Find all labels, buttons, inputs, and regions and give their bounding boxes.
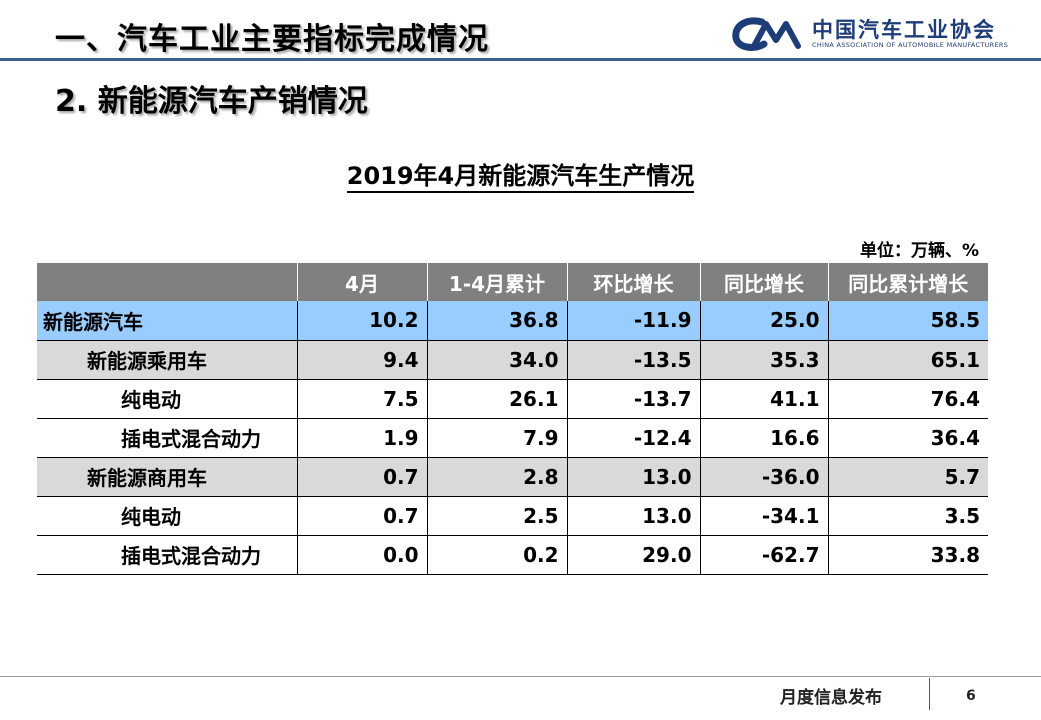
table-row: 新能源汽车 10.2 36.8 -11.9 25.0 58.5 — [37, 301, 988, 341]
production-table: 4月 1-4月累计 环比增长 同比增长 同比累计增长 新能源汽车 10.2 36… — [37, 263, 988, 575]
table-cell: 29.0 — [567, 535, 701, 575]
page-number: 6 — [966, 688, 976, 704]
table-cell: 9.4 — [297, 340, 428, 380]
slide-header-title: 一、汽车工业主要指标完成情况 — [55, 22, 489, 57]
table-title-text: 2019年4月新能源汽车生产情况 — [346, 162, 695, 193]
table-header-row: 4月 1-4月累计 环比增长 同比增长 同比累计增长 — [37, 263, 988, 301]
table-title: 2019年4月新能源汽车生产情况 — [0, 156, 1041, 193]
table-cell: 3.5 — [828, 496, 988, 536]
table-cell: -12.4 — [567, 418, 701, 458]
table-row: 插电式混合动力 1.9 7.9 -12.4 16.6 36.4 — [37, 418, 988, 458]
header-divider — [0, 58, 1041, 61]
table-cell: -13.7 — [567, 379, 701, 419]
table-cell: 13.0 — [567, 457, 701, 497]
column-header: 4月 — [297, 263, 428, 301]
footer-divider — [0, 676, 1041, 677]
logo-text-cn: 中国汽车工业协会 — [812, 18, 996, 42]
column-header: 同比累计增长 — [828, 263, 988, 301]
table-cell: -13.5 — [567, 340, 701, 380]
table-cell: 41.1 — [700, 379, 829, 419]
table-cell: 0.7 — [297, 496, 428, 536]
footer-text: 月度信息发布 — [780, 688, 882, 708]
table-cell: 33.8 — [828, 535, 988, 575]
table-cell: 34.0 — [427, 340, 568, 380]
logo-text-en: CHINA ASSOCIATION OF AUTOMOBILE MANUFACT… — [812, 41, 1009, 49]
column-header: 同比增长 — [700, 263, 829, 301]
table-cell: 1.9 — [297, 418, 428, 458]
table-cell: -11.9 — [567, 301, 701, 341]
column-header — [37, 263, 298, 301]
table-cell: 7.5 — [297, 379, 428, 419]
row-label: 纯电动 — [37, 496, 298, 536]
table-row: 纯电动 7.5 26.1 -13.7 41.1 76.4 — [37, 379, 988, 419]
section-title: 2. 新能源汽车产销情况 — [55, 84, 368, 119]
table-cell: 36.4 — [828, 418, 988, 458]
table-cell: 0.0 — [297, 535, 428, 575]
table-cell: -62.7 — [700, 535, 829, 575]
unit-label: 单位：万辆、% — [859, 241, 979, 261]
table-cell: 26.1 — [427, 379, 568, 419]
table-row: 纯电动 0.7 2.5 13.0 -34.1 3.5 — [37, 496, 988, 536]
row-label: 新能源乘用车 — [37, 340, 298, 380]
row-label: 插电式混合动力 — [37, 535, 298, 575]
table-cell: -34.1 — [700, 496, 829, 536]
table-cell: 16.6 — [700, 418, 829, 458]
table-cell: 58.5 — [828, 301, 988, 341]
table-cell: 35.3 — [700, 340, 829, 380]
row-label: 新能源汽车 — [37, 301, 298, 341]
table-cell: -36.0 — [700, 457, 829, 497]
row-label: 纯电动 — [37, 379, 298, 419]
footer-separator — [929, 678, 930, 710]
cam-logo: 中国汽车工业协会 CHINA ASSOCIATION OF AUTOMOBILE… — [732, 14, 1008, 54]
table-cell: 65.1 — [828, 340, 988, 380]
table-cell: 2.5 — [427, 496, 568, 536]
table-cell: 36.8 — [427, 301, 568, 341]
table-cell: 25.0 — [700, 301, 829, 341]
table-row: 新能源商用车 0.7 2.8 13.0 -36.0 5.7 — [37, 457, 988, 497]
column-header: 环比增长 — [567, 263, 701, 301]
row-label: 插电式混合动力 — [37, 418, 298, 458]
table-row: 插电式混合动力 0.0 0.2 29.0 -62.7 33.8 — [37, 535, 988, 575]
table-cell: 7.9 — [427, 418, 568, 458]
table-cell: 0.7 — [297, 457, 428, 497]
table-cell: 76.4 — [828, 379, 988, 419]
table-cell: 5.7 — [828, 457, 988, 497]
table-cell: 10.2 — [297, 301, 428, 341]
column-header: 1-4月累计 — [427, 263, 568, 301]
row-label: 新能源商用车 — [37, 457, 298, 497]
table-cell: 13.0 — [567, 496, 701, 536]
table-cell: 0.2 — [427, 535, 568, 575]
table-cell: 2.8 — [427, 457, 568, 497]
cam-logo-icon — [732, 17, 801, 51]
table-row: 新能源乘用车 9.4 34.0 -13.5 35.3 65.1 — [37, 340, 988, 380]
